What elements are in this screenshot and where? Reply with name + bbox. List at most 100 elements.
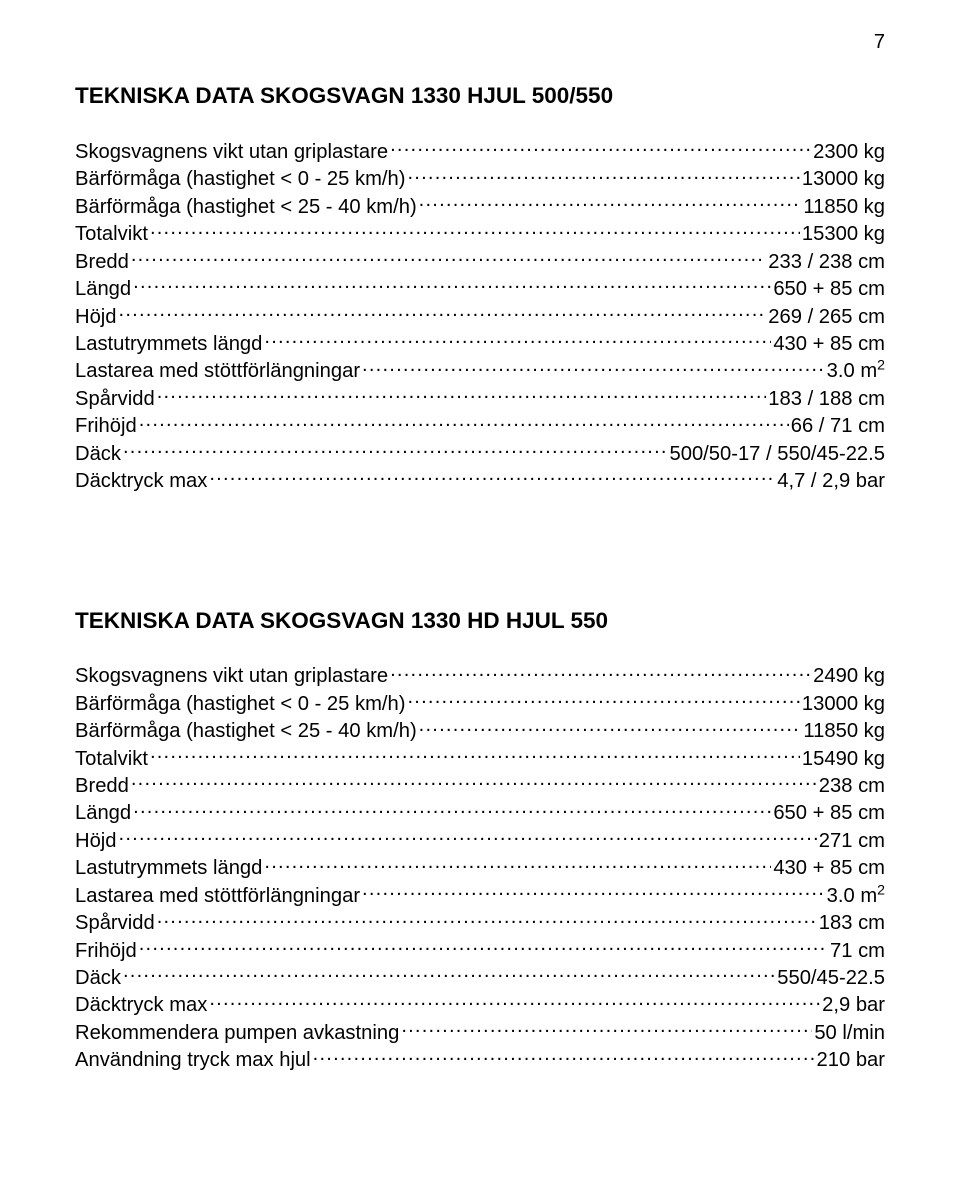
spec-row: Lastarea med stöttförlängningar 3.0 m2 [75, 882, 885, 909]
leader-dots [119, 302, 767, 322]
spec-row: Bärförmåga (hastighet < 0 - 25 km/h) 1300… [75, 690, 885, 717]
spec-row: Längd650 + 85 cm [75, 799, 885, 826]
spec-label: Däck [75, 442, 121, 467]
leader-dots [362, 357, 825, 377]
leader-dots [123, 964, 775, 984]
spec-label: Rekommendera pumpen avkastning [75, 1021, 399, 1046]
spec-row: Rekommendera pumpen avkastning 50 l/min [75, 1019, 885, 1046]
spec-value: 3.0 m2 [827, 359, 885, 384]
spec-row: Höjd 271 cm [75, 827, 885, 854]
spec-value: 13000 kg [802, 692, 885, 717]
spec-label: Skogsvagnens vikt utan griplastare [75, 140, 388, 165]
spec-value: 2490 kg [813, 664, 885, 689]
spec-label: Totalvikt [75, 222, 148, 247]
spec-row: Skogsvagnens vikt utan griplastare2300 k… [75, 138, 885, 165]
leader-dots [119, 827, 817, 847]
spec-value: 15490 kg [802, 747, 885, 772]
spec-label: Längd [75, 277, 131, 302]
leader-dots [407, 165, 799, 185]
spec-row: Lastutrymmets längd 430 + 85 cm [75, 854, 885, 881]
spec-value: 66 / 71 cm [791, 414, 885, 439]
leader-dots [150, 744, 800, 764]
spec-value: 50 l/min [814, 1021, 885, 1046]
spec-label: Däck [75, 966, 121, 991]
leader-dots [390, 138, 811, 158]
spec-value: 238 cm [819, 774, 885, 799]
spec-label: Bredd [75, 774, 129, 799]
spec-label: Totalvikt [75, 747, 148, 772]
spec-row: Bärförmåga (hastighet < 0 - 25 km/h) 1300… [75, 165, 885, 192]
spec-value: 15300 kg [802, 222, 885, 247]
spec-value: 11850 kg [803, 195, 885, 220]
spec-row: Spårvidd 183 / 188 cm [75, 385, 885, 412]
spec-row: Totalvikt 15300 kg [75, 220, 885, 247]
spec-value: 269 / 265 cm [768, 305, 885, 330]
leader-dots [313, 1046, 815, 1066]
spec-label: Höjd [75, 305, 117, 330]
spec-row: Längd 650 + 85 cm [75, 275, 885, 302]
spec-label: Bärförmåga (hastighet < 0 - 25 km/h) [75, 692, 405, 717]
spec-row: Bärförmåga (hastighet < 25 - 40 km/h)118… [75, 717, 885, 744]
spec-label: Lastarea med stöttförlängningar [75, 884, 360, 909]
spec-value: 233 / 238 cm [768, 250, 885, 275]
spec-row: Däck 500/50-17 / 550/45-22.5 [75, 439, 885, 466]
spec-block: Skogsvagnens vikt utan griplastare2300 k… [75, 138, 885, 494]
spec-label: Spårvidd [75, 911, 155, 936]
leader-dots [131, 772, 817, 792]
spec-value: 650 + 85 cm [773, 277, 885, 302]
spec-row: Lastutrymmets längd 430 + 85 cm [75, 330, 885, 357]
spec-value: 13000 kg [802, 167, 885, 192]
spec-label: Lastarea med stöttförlängningar [75, 359, 360, 384]
spec-value: 430 + 85 cm [773, 332, 885, 357]
spec-row: Skogsvagnens vikt utan griplastare 2490 k… [75, 662, 885, 689]
spec-value: 430 + 85 cm [773, 856, 885, 881]
spec-value: 271 cm [819, 829, 885, 854]
leader-dots [133, 275, 771, 295]
leader-dots [150, 220, 800, 240]
section-title: TEKNISKA DATA SKOGSVAGN 1330 HD HJUL 550 [75, 607, 885, 634]
leader-dots [407, 690, 799, 710]
spec-value: 3.0 m2 [827, 884, 885, 909]
page-number: 7 [75, 30, 885, 54]
spec-value: 71 cm [830, 939, 885, 964]
spec-value: 500/50-17 / 550/45-22.5 [669, 442, 885, 467]
spec-row: Frihöjd 66 / 71 cm [75, 412, 885, 439]
leader-dots [390, 662, 811, 682]
leader-dots [264, 330, 771, 350]
leader-dots [139, 936, 828, 956]
spec-value: 183 / 188 cm [768, 387, 885, 412]
section-title: TEKNISKA DATA SKOGSVAGN 1330 HJUL 500/55… [75, 82, 885, 109]
spec-row: Däck 550/45-22.5 [75, 964, 885, 991]
leader-dots [419, 193, 802, 213]
spec-row: Bärförmåga (hastighet < 25 - 40 km/h) 118… [75, 193, 885, 220]
leader-dots [157, 385, 767, 405]
spec-label: Användning tryck max hjul [75, 1048, 311, 1073]
spec-label: Längd [75, 801, 131, 826]
leader-dots [209, 467, 775, 487]
spec-label: Spårvidd [75, 387, 155, 412]
spec-label: Bärförmåga (hastighet < 0 - 25 km/h) [75, 167, 405, 192]
leader-dots [133, 799, 771, 819]
spec-block: Skogsvagnens vikt utan griplastare 2490 k… [75, 662, 885, 1073]
leader-dots [131, 248, 766, 268]
spec-row: Däcktryck max 2,9 bar [75, 991, 885, 1018]
leader-dots [123, 439, 667, 459]
page-content: TEKNISKA DATA SKOGSVAGN 1330 HJUL 500/55… [75, 82, 885, 1073]
spec-label: Skogsvagnens vikt utan griplastare [75, 664, 388, 689]
spec-label: Frihöjd [75, 414, 137, 439]
spec-label: Däcktryck max [75, 469, 207, 494]
spec-label: Bredd [75, 250, 129, 275]
leader-dots [419, 717, 802, 737]
spec-row: Däcktryck max 4,7 / 2,9 bar [75, 467, 885, 494]
spec-label: Höjd [75, 829, 117, 854]
spec-label: Lastutrymmets längd [75, 332, 262, 357]
spec-value: 210 bar [817, 1048, 885, 1073]
spec-value: 183 cm [819, 911, 885, 936]
spec-label: Bärförmåga (hastighet < 25 - 40 km/h) [75, 195, 417, 220]
spec-label: Däcktryck max [75, 993, 207, 1018]
spec-value: 4,7 / 2,9 bar [777, 469, 885, 494]
spec-row: Bredd 233 / 238 cm [75, 248, 885, 275]
leader-dots [264, 854, 771, 874]
spec-label: Lastutrymmets längd [75, 856, 262, 881]
spec-row: Frihöjd71 cm [75, 936, 885, 963]
